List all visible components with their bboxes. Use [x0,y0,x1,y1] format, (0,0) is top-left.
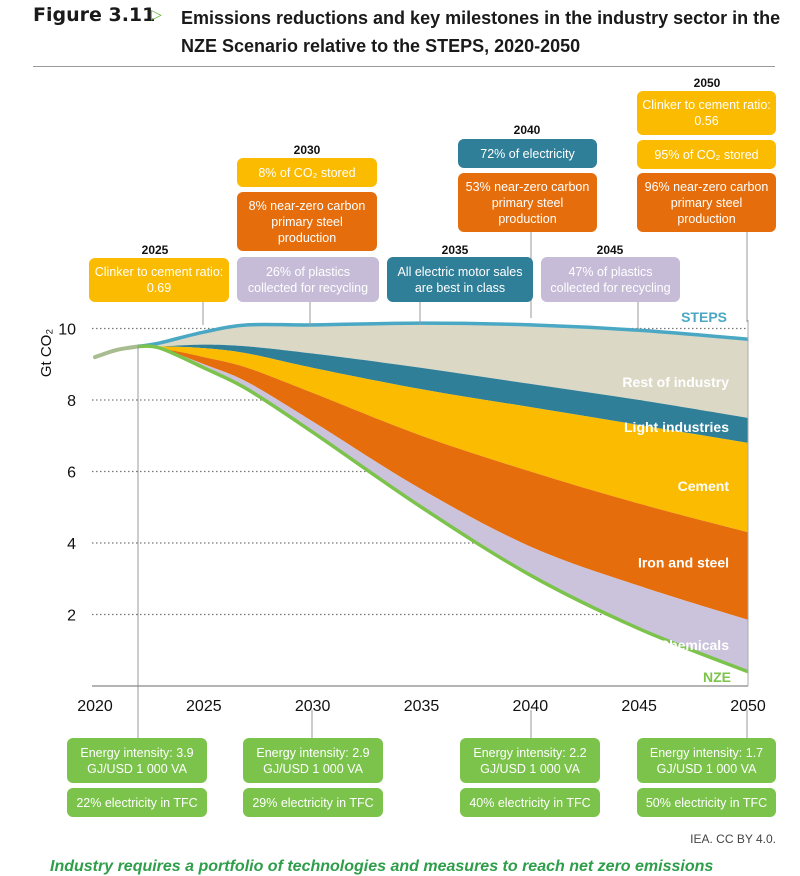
milestone-box-steel-2050: 96% near-zero carbon primary steel produ… [637,173,776,232]
area-iron-and-steel [138,346,749,620]
milestone-box-clinker-2025: Clinker to cement ratio: 0.69 [89,258,229,302]
milestone-year-2050: 2050 [693,76,721,90]
milestone-box-clinker-2050: Clinker to cement ratio: 0.56 [637,91,776,135]
energy-intensity-box-2022: Energy intensity: 3.9 GJ/USD 1 000 VA [67,738,207,783]
y-axis-label: Gt CO₂ [38,329,55,378]
header-divider [33,66,775,67]
label-nze: NZE [703,669,731,685]
x-tick-label-2045: 2045 [621,698,657,715]
x-tick-label-2025: 2025 [186,698,222,715]
y-tick-label-8: 8 [67,393,76,410]
x-tick-label-2050: 2050 [730,698,766,715]
label-steps: STEPS [681,309,727,325]
y-tick-label-2: 2 [67,608,76,625]
milestone-box-steel-2040: 53% near-zero carbon primary steel produ… [458,173,597,232]
y-tick-label-6: 6 [67,465,76,482]
milestone-box-co2-stored-2050: 95% of CO₂ stored [637,140,776,169]
milestone-box-steel-2030: 8% near-zero carbon primary steel produc… [237,192,377,251]
electricity-share-box-2040: 40% electricity in TFC [460,788,600,817]
scenario-lines [93,321,749,674]
milestone-year-2030: 2030 [293,143,321,157]
milestone-year-2045: 2045 [596,243,624,257]
electricity-share-box-2050: 50% electricity in TFC [637,788,776,817]
area-chemicals [138,346,749,672]
label-chemicals: Chemicals [659,637,729,653]
steps-line [138,321,749,349]
electricity-share-box-2022: 22% electricity in TFC [67,788,207,817]
figure-number: Figure 3.11 [33,4,156,26]
milestone-year-2035: 2035 [441,243,469,257]
energy-intensity-box-2030: Energy intensity: 2.9 GJ/USD 1 000 VA [243,738,383,783]
x-tick-label-2030: 2030 [295,698,331,715]
milestone-box-motors-2035: All electric motor sales are best in cla… [387,257,533,302]
series-labels: Rest of industry Light industries Cement Ir… [622,309,731,685]
milestone-year-2025: 2025 [141,243,169,257]
area-cement [138,346,749,533]
energy-intensity-box-2050: Energy intensity: 1.7 GJ/USD 1 000 VA [637,738,776,783]
y-tick-label-10: 10 [58,322,76,339]
electricity-share-box-2030: 29% electricity in TFC [243,788,383,817]
milestone-box-electricity-2040: 72% of electricity [458,139,597,168]
x-tick-label-2020: 2020 [77,698,113,715]
milestone-box-co2-stored-2030: 8% of CO₂ stored [237,158,377,187]
label-cement: Cement [678,478,730,494]
x-tick-label-2040: 2040 [513,698,549,715]
history-line [93,344,141,360]
milestone-year-2040: 2040 [513,123,541,137]
area-rest-of-industry [138,323,749,418]
milestone-connectors [137,232,748,738]
energy-intensity-box-2040: Energy intensity: 2.2 GJ/USD 1 000 VA [460,738,600,783]
label-rest-of-industry: Rest of industry [622,374,729,390]
source-credit: IEA. CC BY 4.0. [690,832,776,846]
nze-line [138,344,749,674]
figure-caption: Industry requires a portfolio of technol… [50,858,714,875]
figure-title: Emissions reductions and key milestones … [181,8,781,56]
label-iron-and-steel: Iron and steel [638,555,729,571]
y-tick-label-4: 4 [67,536,76,553]
milestone-box-plastics-2045: 47% of plastics collected for recycling [541,257,680,302]
label-light-industries: Light industries [624,419,729,435]
milestone-box-plastics-2030: 26% of plastics collected for recycling [237,257,379,302]
triangle-right-icon: ▷ [151,6,162,22]
x-tick-label-2035: 2035 [404,698,440,715]
stacked-areas [138,323,749,672]
